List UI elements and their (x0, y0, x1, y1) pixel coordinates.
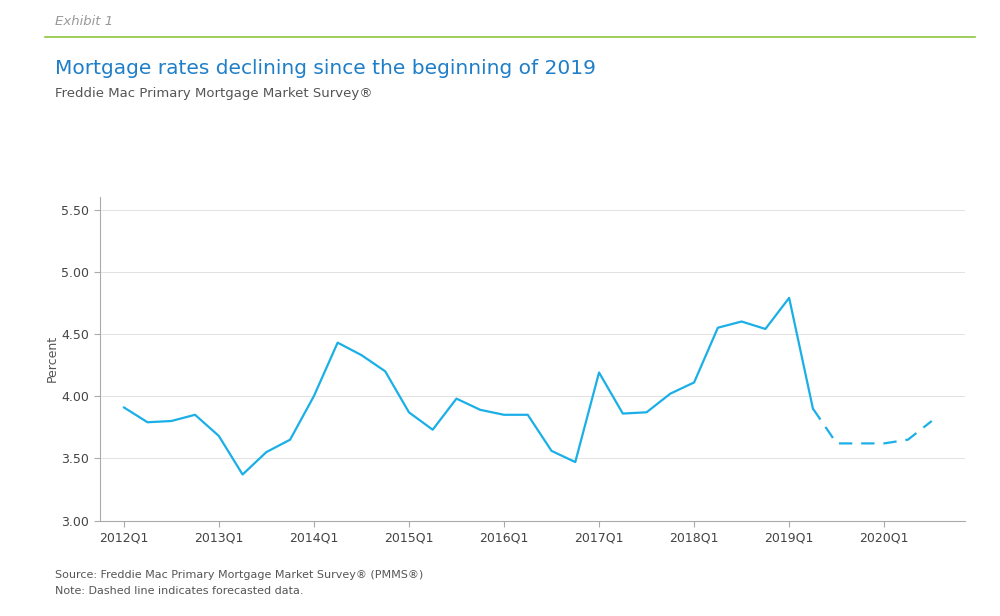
Text: Mortgage rates declining since the beginning of 2019: Mortgage rates declining since the begin… (55, 59, 596, 78)
Text: Freddie Mac Primary Mortgage Market Survey®: Freddie Mac Primary Mortgage Market Surv… (55, 87, 373, 100)
Y-axis label: Percent: Percent (46, 335, 59, 383)
Text: Note: Dashed line indicates forecasted data.: Note: Dashed line indicates forecasted d… (55, 586, 304, 596)
Text: Exhibit 1: Exhibit 1 (55, 15, 113, 28)
Text: Source: Freddie Mac Primary Mortgage Market Survey® (PMMS®): Source: Freddie Mac Primary Mortgage Mar… (55, 570, 423, 580)
